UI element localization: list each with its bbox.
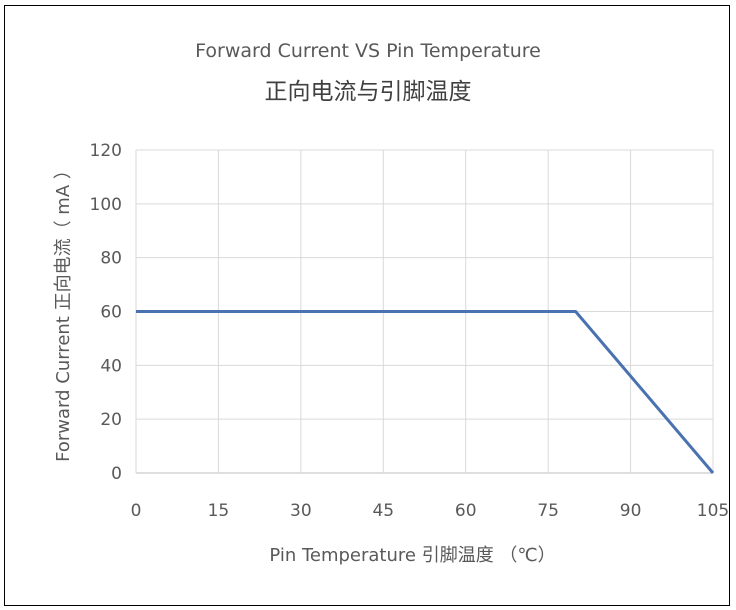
- y-tick-label: 80: [100, 249, 122, 269]
- x-axis-label: Pin Temperature 引脚温度 （℃）: [269, 545, 555, 566]
- y-tick-label: 0: [111, 464, 122, 484]
- x-tick-label: 75: [537, 501, 559, 521]
- x-tick-label: 45: [372, 501, 394, 521]
- series-line: [136, 310, 715, 474]
- y-axis-label: Forward Current 正向电流（ mA ）: [53, 161, 74, 462]
- x-tick-labels: 0 15 30 45 60 75 90 105: [131, 501, 730, 521]
- y-tick-label: 120: [90, 141, 122, 161]
- y-tick-label: 100: [90, 195, 122, 215]
- series-lines: [136, 310, 715, 474]
- y-tick-labels: 0 20 40 60 80 100 120: [90, 141, 122, 484]
- x-tick-label: 15: [208, 501, 230, 521]
- x-tick-label: 105: [697, 501, 729, 521]
- chart-frame: [4, 5, 730, 606]
- x-tick-label: 30: [290, 501, 312, 521]
- x-tick-label: 90: [620, 501, 642, 521]
- y-tick-label: 40: [100, 356, 122, 376]
- chart-title-english: Forward Current VS Pin Temperature: [195, 40, 541, 62]
- x-tick-label: 60: [455, 501, 477, 521]
- chart-title-chinese: 正向电流与引脚温度: [264, 79, 472, 105]
- y-tick-label: 20: [100, 410, 122, 430]
- x-tick-label: 0: [131, 501, 142, 521]
- y-tick-label: 60: [100, 303, 122, 323]
